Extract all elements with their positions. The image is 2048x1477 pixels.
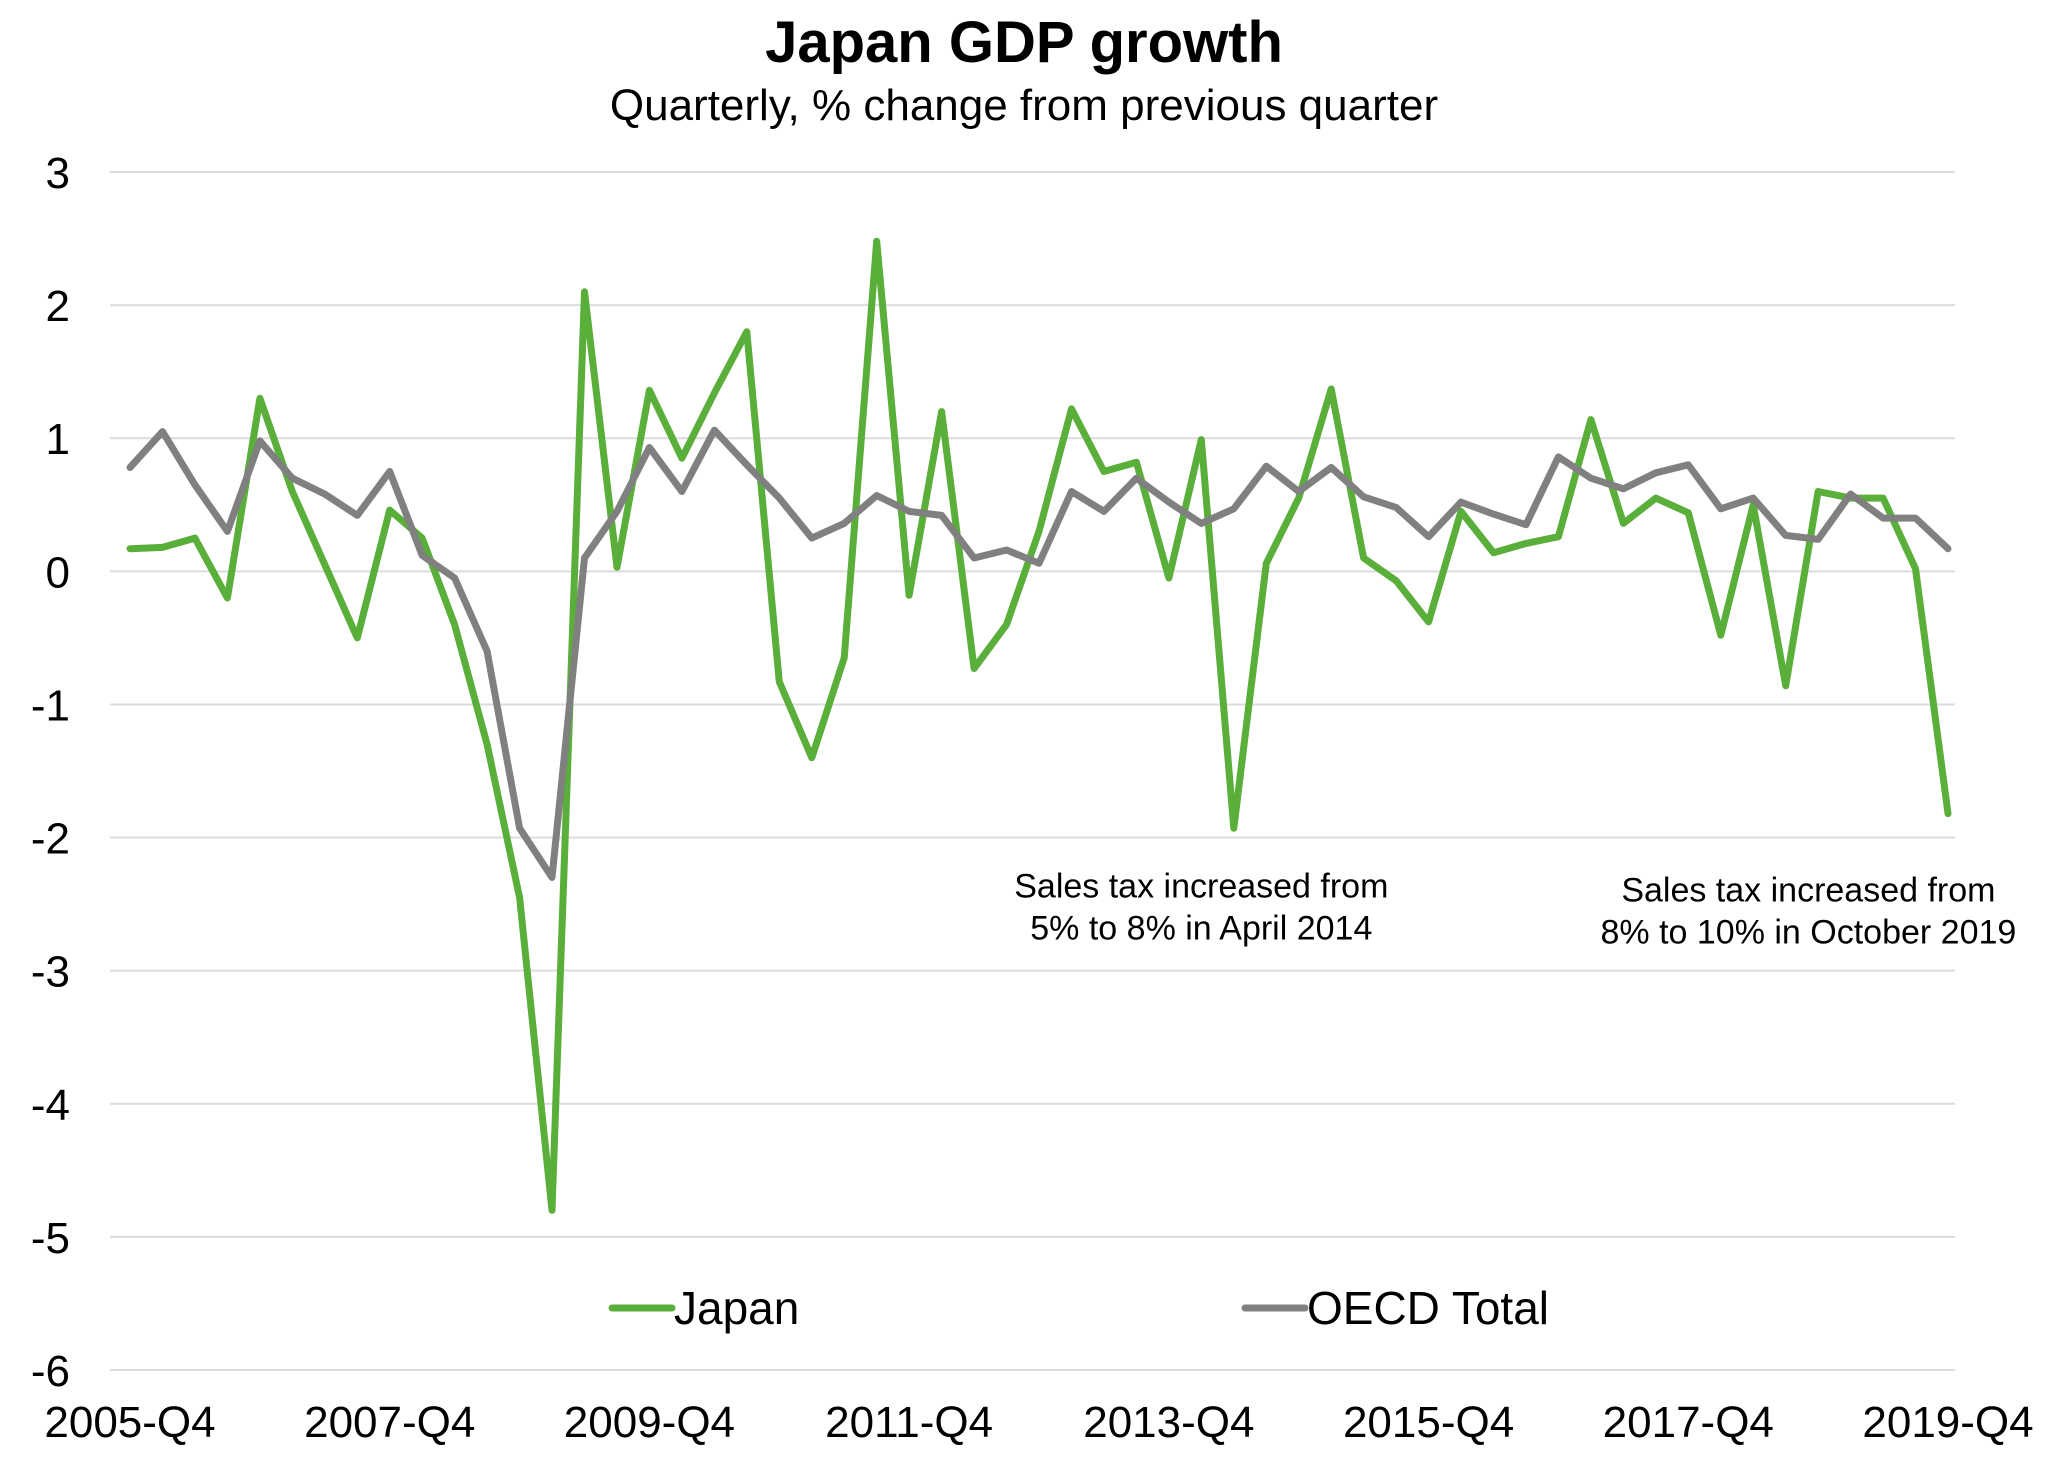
- grid-lines: [110, 171, 1955, 1371]
- y-tick-label: 0: [46, 548, 70, 597]
- chart-title: Japan GDP growth: [765, 10, 1283, 75]
- x-tick-label: 2013-Q4: [1083, 1398, 1254, 1447]
- x-tick-label: 2019-Q4: [1862, 1398, 2033, 1447]
- y-tick-label: 1: [46, 415, 70, 464]
- x-tick-label: 2007-Q4: [304, 1398, 475, 1447]
- y-tick-label: 3: [46, 149, 70, 198]
- series-lines: [126, 237, 1952, 1214]
- annotation-text: Sales tax increased from 8% to 10% in Oct…: [1600, 871, 2016, 951]
- series-line-oecd-total: [126, 426, 1952, 881]
- y-tick-label: -1: [31, 681, 70, 730]
- series-line-japan: [126, 237, 1952, 1214]
- x-tick-label: 2017-Q4: [1603, 1398, 1774, 1447]
- y-tick-label: 2: [46, 282, 70, 331]
- legend-label-japan: Japan: [674, 1282, 799, 1334]
- y-tick-label: -4: [31, 1081, 70, 1130]
- chart-subtitle: Quarterly, % change from previous quarte…: [610, 81, 1438, 130]
- legend-label-oecd-total: OECD Total: [1307, 1282, 1549, 1334]
- x-tick-label: 2015-Q4: [1343, 1398, 1514, 1447]
- x-tick-label: 2011-Q4: [825, 1398, 993, 1447]
- y-tick-label: -6: [31, 1347, 70, 1396]
- annotations: Sales tax increased from 5% to 8% in Apri…: [1014, 867, 2016, 951]
- y-tick-label: -2: [31, 815, 70, 864]
- y-tick-label: -3: [31, 948, 70, 997]
- x-tick-label: 2005-Q4: [44, 1398, 215, 1447]
- y-axis-ticks: 3 2 1 0 -1 -2 -3 -4 -5 -6: [31, 149, 70, 1396]
- x-tick-label: 2009-Q4: [564, 1398, 735, 1447]
- annotation-text: Sales tax increased from 5% to 8% in Apri…: [1014, 867, 1388, 947]
- x-axis-ticks: 2005-Q4 2007-Q4 2009-Q4 2011-Q4 2013-Q4 2015-…: [44, 1398, 2033, 1447]
- y-tick-label: -5: [31, 1214, 70, 1263]
- legend: Japan OECD Total: [608, 1282, 1549, 1334]
